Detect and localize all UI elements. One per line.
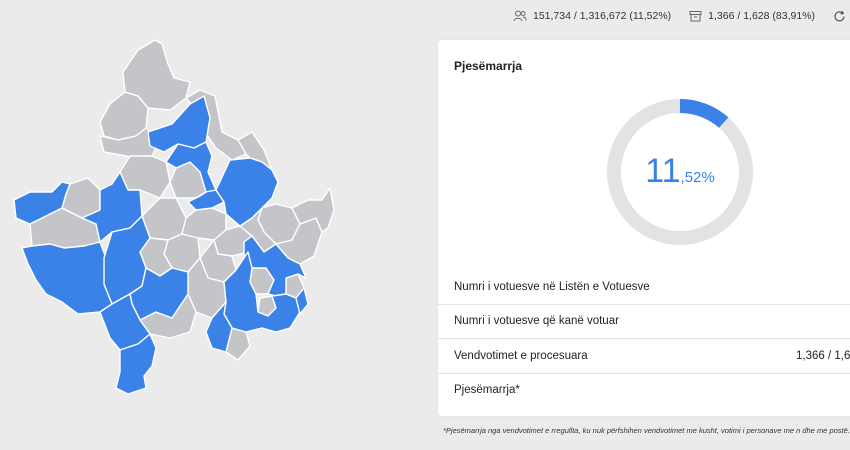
municipality-blue-north-2[interactable]: [165, 141, 217, 193]
municipality-blue-southeast-tip[interactable]: [285, 287, 309, 315]
turnout-donut-chart: [607, 99, 753, 245]
top-stats-bar: 151,734 / 1,316,672 (11,52%) 1,366 / 1,6…: [0, 0, 850, 32]
turnout-footnote: *Pjesëmarrja nga vendvotimet e rregullta…: [443, 426, 850, 435]
stations-stat: 1,366 / 1,628 (83,91%): [689, 10, 815, 22]
refresh-icon[interactable]: [833, 10, 846, 23]
municipality-blue-south-center[interactable]: [205, 301, 233, 353]
row-turnout: Pjesëmarrja*: [438, 373, 850, 407]
stations-stat-text: 1,366 / 1,628 (83,91%): [708, 10, 815, 22]
row-label: Pjesëmarrja*: [454, 384, 520, 396]
ballot-box-icon: [689, 11, 702, 22]
panel-title: Pjesëmarrja: [454, 59, 523, 73]
municipality-east-3[interactable]: [291, 187, 335, 233]
voters-stat: 151,734 / 1,316,672 (11,52%): [513, 10, 671, 22]
row-value: 1,366 / 1,62: [796, 350, 850, 362]
turnout-panel: Pjesëmarrja 11,52% Numri i votuesve në L…: [438, 40, 850, 416]
municipality-blue-west-2[interactable]: [103, 215, 151, 305]
row-label: Vendvotimet e procesuara: [454, 350, 588, 362]
turnout-decimal: ,52%: [680, 169, 715, 186]
donut-fill: [607, 99, 753, 245]
municipality-blue-east-mid[interactable]: [243, 235, 307, 297]
row-label: Numri i votuesve në Listën e Votuesve: [454, 281, 650, 293]
turnout-percentage: 11,52%: [604, 152, 756, 191]
refresh-button[interactable]: [833, 10, 846, 23]
turnout-integer: 11: [645, 152, 681, 190]
voters-stat-text: 151,734 / 1,316,672 (11,52%): [533, 10, 672, 22]
municipality-blue-west-big[interactable]: [21, 241, 113, 315]
municipality-blue-west-top[interactable]: [13, 181, 71, 225]
municipality-blue-southwest[interactable]: [99, 293, 151, 351]
municipality-map: [13, 39, 335, 395]
municipality-blue-west-mid[interactable]: [61, 171, 143, 243]
row-label: Numri i votuesve që kanë votuar: [454, 315, 619, 327]
municipality-blue-south[interactable]: [115, 333, 157, 395]
people-icon: [513, 10, 527, 22]
municipality-blue-northeast[interactable]: [215, 157, 279, 227]
row-voters-on-list: Numri i votuesve në Listën e Votuesve: [438, 270, 850, 305]
row-voters-voted: Numri i votuesve që kanë votuar: [438, 304, 850, 339]
row-processed-stations: Vendvotimet e procesuara 1,366 / 1,62: [438, 339, 850, 374]
